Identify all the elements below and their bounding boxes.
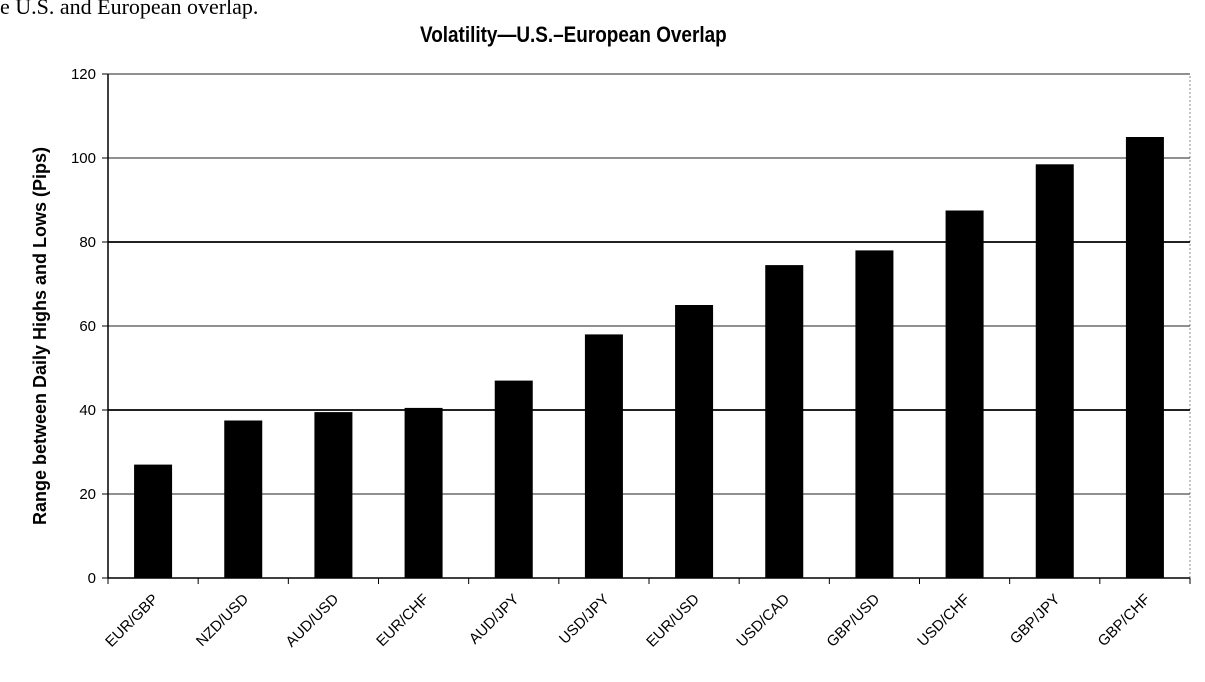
bar-aud-usd xyxy=(314,412,353,578)
bar-gbp-chf xyxy=(1125,137,1164,578)
x-tick-label: AUD/USD xyxy=(282,591,342,651)
x-tick-label: AUD/JPY xyxy=(466,591,523,648)
bar-usd-jpy xyxy=(584,334,623,578)
y-tick-label: 0 xyxy=(88,570,96,587)
bar-eur-usd xyxy=(675,305,714,578)
x-tick-label: USD/CHF xyxy=(914,591,973,650)
x-tick-label: GBP/JPY xyxy=(1007,591,1064,648)
x-tick-label: EUR/GBP xyxy=(102,591,162,651)
y-tick-label: 40 xyxy=(79,402,96,419)
axes xyxy=(102,73,1191,584)
bar-usd-cad xyxy=(765,265,804,578)
x-tick-label: EUR/CHF xyxy=(373,591,432,650)
y-tick-label: 60 xyxy=(79,318,96,335)
chart-title: Volatility—U.S.–European Overlap xyxy=(420,22,727,47)
bar-eur-chf xyxy=(404,407,443,578)
y-tick-label: 20 xyxy=(79,486,96,503)
x-tick-label: NZD/USD xyxy=(193,591,252,650)
bar-aud-jpy xyxy=(494,380,533,578)
x-tick-label: EUR/USD xyxy=(643,591,703,651)
y-tick-label: 120 xyxy=(71,66,96,83)
gridlines xyxy=(107,73,1191,579)
x-tick-label: USD/CAD xyxy=(733,591,793,651)
x-tick-label: USD/JPY xyxy=(556,591,613,648)
y-axis-label: Range between Daily Highs and Lows (Pips… xyxy=(30,147,50,525)
bar-usd-chf xyxy=(945,210,984,578)
x-tick-label: GBP/USD xyxy=(823,591,883,651)
bar-nzd-usd xyxy=(224,420,263,578)
bar-gbp-jpy xyxy=(1035,164,1074,579)
x-tick-label: GBP/CHF xyxy=(1095,591,1154,650)
y-tick-label: 100 xyxy=(71,150,96,167)
bar-eur-gbp xyxy=(134,464,173,578)
bar-gbp-usd xyxy=(855,250,894,578)
y-tick-label: 80 xyxy=(79,234,96,251)
bars xyxy=(134,137,1164,579)
caption-text: e U.S. and European overlap. xyxy=(0,0,259,19)
